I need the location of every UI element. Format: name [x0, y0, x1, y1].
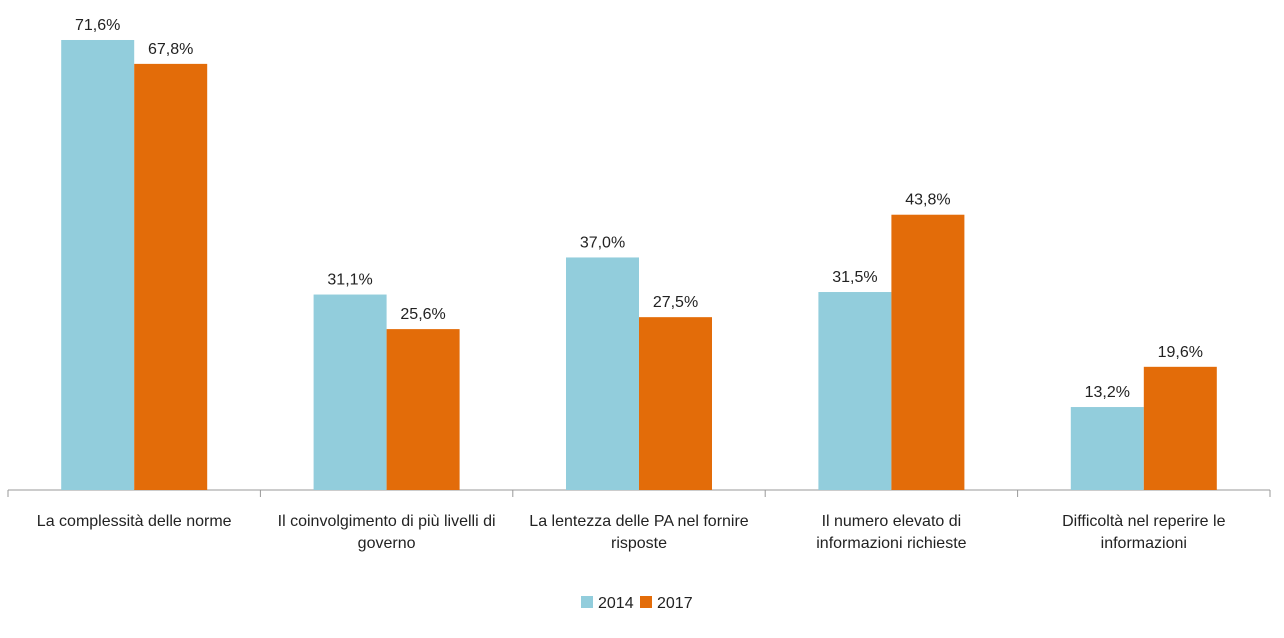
bar: [1070, 407, 1144, 490]
bar: [386, 329, 460, 490]
x-tick-label: Il numero elevato di informazioni richie…: [816, 513, 967, 552]
bar: [1143, 366, 1217, 490]
data-label: 43,8%: [905, 192, 950, 209]
data-label: 67,8%: [148, 41, 193, 58]
bar: [818, 292, 892, 490]
bar: [639, 317, 712, 490]
legend-swatch: [581, 596, 593, 608]
data-label: 71,6%: [75, 17, 120, 34]
data-label: 31,5%: [832, 269, 877, 286]
data-label: 31,1%: [327, 272, 372, 289]
bar: [61, 39, 135, 491]
x-tick-label: La complessità delle norme: [36, 513, 232, 530]
bar: [891, 214, 965, 491]
bar: [566, 257, 639, 490]
data-label: 25,6%: [400, 306, 445, 323]
data-label: 19,6%: [1158, 344, 1203, 361]
x-tick-label: La lentezza delle PA nel fornire rispost…: [529, 513, 749, 552]
x-tick-label: Il coinvolgimento di più livelli di gove…: [277, 513, 496, 552]
data-label: 13,2%: [1085, 384, 1130, 401]
x-tick-label: Difficoltà nel reperire le informazioni: [1062, 513, 1226, 552]
bar: [313, 294, 387, 490]
data-label: 27,5%: [653, 294, 698, 311]
bar: [134, 63, 208, 490]
legend-swatch: [640, 596, 652, 608]
data-label: 37,0%: [580, 234, 625, 251]
legend-label: 2017: [657, 595, 693, 612]
legend-label: 2014: [598, 595, 634, 612]
